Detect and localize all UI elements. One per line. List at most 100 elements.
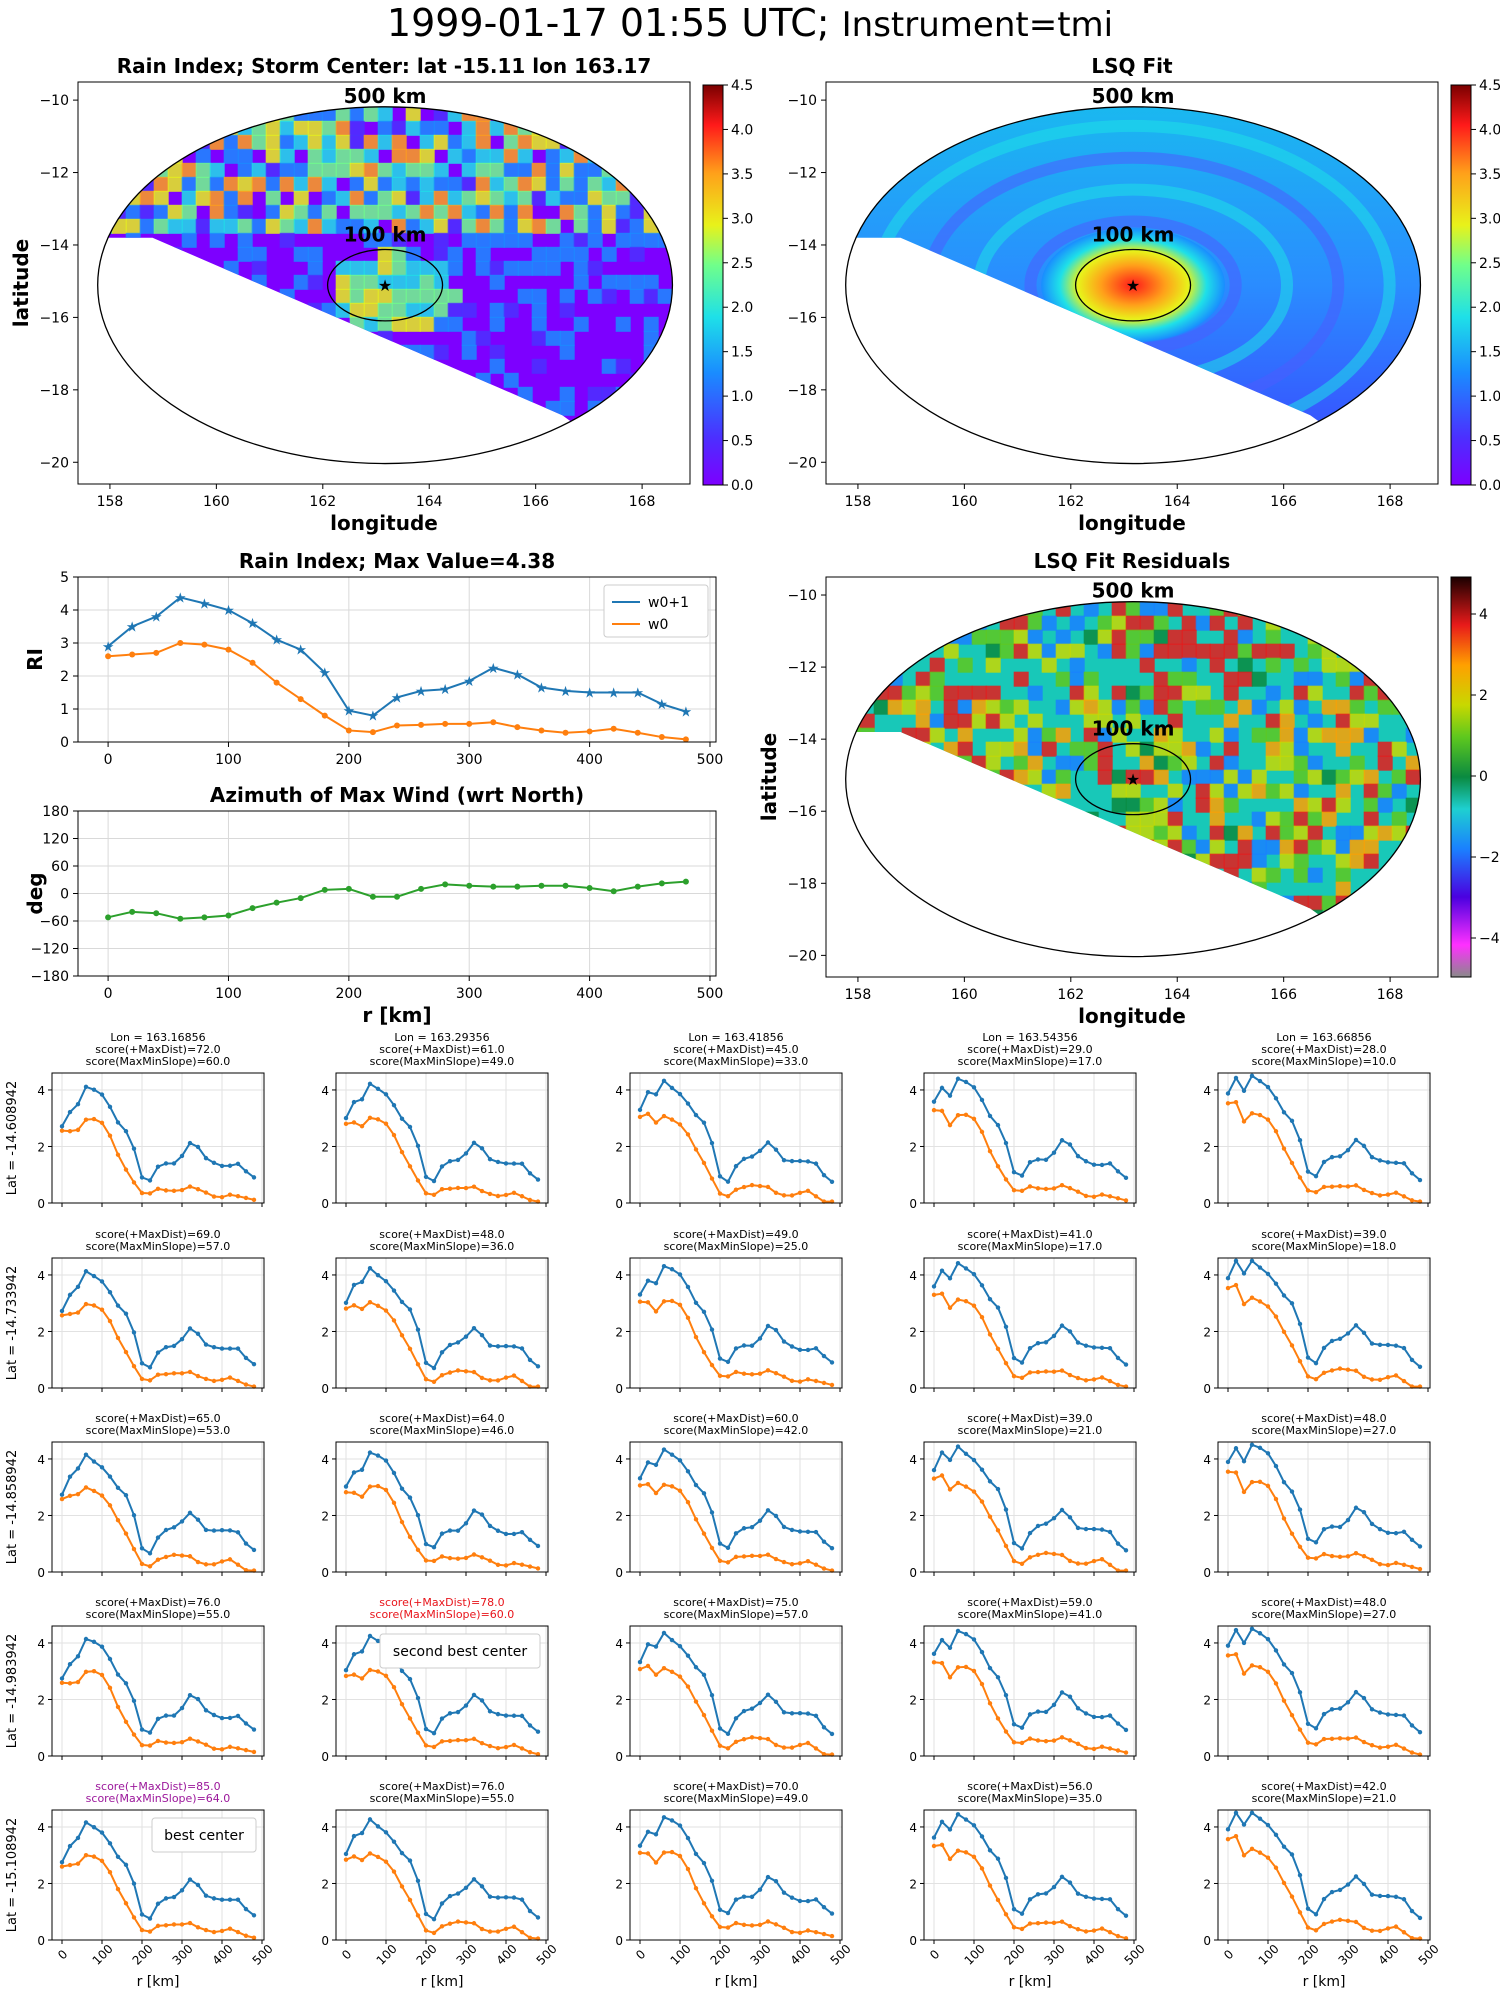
field-cell <box>929 713 945 729</box>
candidate-point-w0+1 <box>527 1171 533 1176</box>
axes-frame <box>335 1441 549 1573</box>
x-tick-label: 168 <box>1377 987 1404 1003</box>
candidate-point-w0+1 <box>741 1894 747 1899</box>
candidate-point-w0 <box>781 1925 787 1931</box>
data-point-w0 <box>369 729 376 736</box>
candidate-point-w0 <box>155 1557 161 1562</box>
candidate-panel: 024score(MaxMinSlope)=36.0score(+MaxDist… <box>321 1228 549 1396</box>
candidate-point-w0+1 <box>677 1091 683 1097</box>
candidate-point-w0 <box>1417 1566 1423 1572</box>
candidate-point-w0 <box>789 1562 795 1567</box>
axes-frame <box>1217 1072 1431 1204</box>
field-cell <box>475 218 491 234</box>
candidate-point-w0 <box>1233 1100 1239 1105</box>
field-cell <box>503 400 519 416</box>
field-cell <box>943 923 959 939</box>
candidate-point-w0+1 <box>677 1272 683 1277</box>
candidate-point-w0+1 <box>463 1334 469 1339</box>
candidate-point-w0+1 <box>375 1273 381 1278</box>
candidate-point-w0+1 <box>717 1907 723 1912</box>
data-point-azimuth <box>514 883 521 890</box>
candidate-point-w0+1 <box>171 1161 177 1166</box>
field-cell <box>97 134 113 150</box>
field-cell <box>209 204 225 220</box>
field-cell <box>391 344 407 360</box>
candidate-point-w0 <box>1305 1740 1311 1745</box>
field-cell <box>363 176 379 192</box>
field-cell <box>335 190 351 206</box>
candidate-point-w0 <box>219 1377 225 1383</box>
x-tick-label: 400 <box>494 1942 520 1968</box>
field-cell <box>657 428 673 444</box>
candidate-series-w0+1 <box>1227 1074 1421 1181</box>
candidate-point-w0 <box>447 1370 453 1375</box>
field-cell <box>307 134 323 150</box>
candidate-point-w0+1 <box>479 1884 485 1889</box>
field-cell <box>1209 755 1225 771</box>
field-cell <box>1153 895 1169 911</box>
field-cell <box>559 302 575 318</box>
ring-label-100km: 100 km <box>1092 223 1175 247</box>
colorbar-rain-tick-label: 4.5 <box>731 78 753 94</box>
field-cell <box>1251 867 1267 883</box>
field-cell <box>1209 797 1225 813</box>
candidate-point-w0+1 <box>1321 1896 1327 1902</box>
field-cell <box>629 218 645 234</box>
field-cell <box>1349 685 1365 701</box>
field-cell <box>265 148 281 164</box>
field-cell <box>1419 937 1421 953</box>
candidate-point-w0+1 <box>979 1467 985 1472</box>
field-cell <box>1251 881 1267 897</box>
field-cell <box>845 657 861 673</box>
field-cell <box>265 190 281 206</box>
field-cell <box>1279 643 1295 659</box>
x-tick-label: 300 <box>748 1942 774 1968</box>
field-cell <box>251 330 267 346</box>
x-tick-label: 164 <box>416 494 443 510</box>
candidate-point-w0+1 <box>939 1450 945 1455</box>
field-cell <box>957 657 973 673</box>
field-cell <box>419 442 435 458</box>
field-cell <box>125 330 141 346</box>
candidate-point-w0 <box>1265 1669 1271 1674</box>
series-line-w0+1 <box>107 596 687 717</box>
candidate-point-w0+1 <box>1123 1175 1129 1181</box>
field-cell <box>293 134 309 150</box>
candidate-point-w0 <box>781 1559 787 1565</box>
candidate-point-w0 <box>1297 1910 1303 1915</box>
field-cell <box>559 386 575 402</box>
candidate-point-w0+1 <box>1115 1355 1121 1361</box>
field-cell <box>97 428 113 444</box>
field-cell <box>1265 741 1281 757</box>
field-cell <box>349 106 365 122</box>
candidate-point-w0+1 <box>147 1365 153 1370</box>
candidate-point-w0+1 <box>1305 1536 1311 1542</box>
candidate-point-w0 <box>251 1749 257 1755</box>
field-cell <box>447 288 463 304</box>
field-cell <box>985 601 1001 617</box>
field-cell <box>1167 727 1183 743</box>
candidate-point-w0+1 <box>1075 1706 1081 1711</box>
data-point-w0+1: ★ <box>270 633 283 649</box>
y-tick-label: 4 <box>615 1084 623 1098</box>
candidate-point-w0+1 <box>67 1109 73 1115</box>
field-cell <box>1139 629 1155 645</box>
candidate-point-w0+1 <box>1281 1110 1287 1115</box>
field-cell <box>999 881 1015 897</box>
field-cell <box>1069 909 1085 925</box>
field-cell <box>1363 685 1379 701</box>
field-cell <box>1153 881 1169 897</box>
candidate-point-w0+1 <box>359 1467 365 1472</box>
field-cell <box>433 400 449 416</box>
field-cell <box>1055 601 1071 617</box>
field-cell <box>1237 643 1253 659</box>
candidate-point-w0 <box>155 1923 161 1929</box>
candidate-point-w0+1 <box>1225 1459 1231 1465</box>
candidate-point-w0+1 <box>195 1331 201 1337</box>
field-cell <box>391 456 407 464</box>
candidate-point-w0+1 <box>1281 1844 1287 1849</box>
field-cell <box>489 162 505 178</box>
field-cell <box>643 274 659 290</box>
field-cell <box>671 260 673 276</box>
candidate-point-w0 <box>789 1193 795 1198</box>
